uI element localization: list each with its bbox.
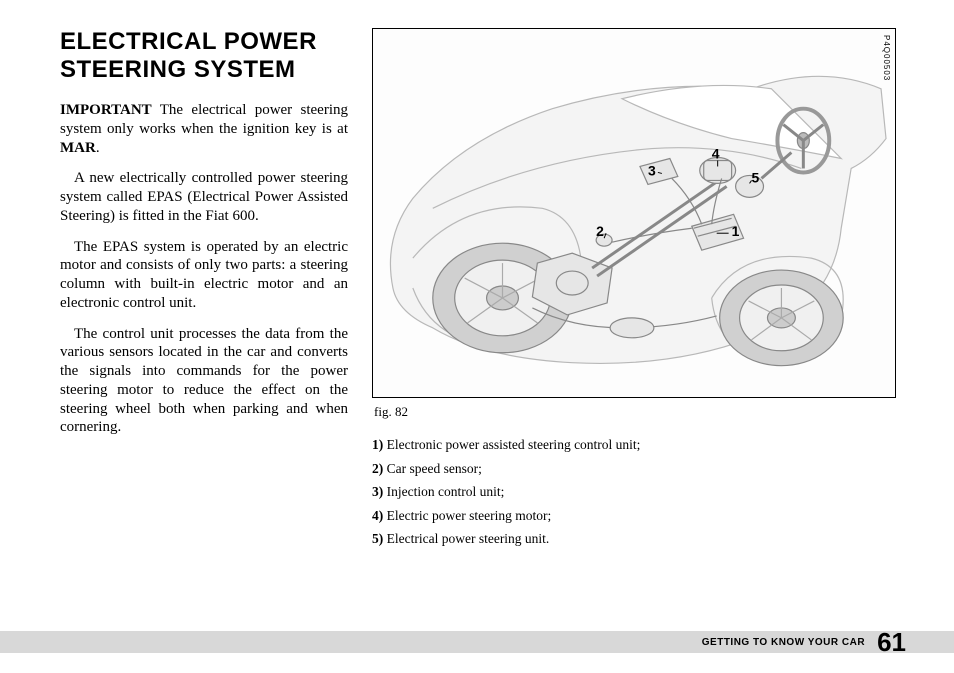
car-illustration: 1 2 3 4 5: [373, 29, 895, 398]
legend-row: 3) Injection control unit;: [372, 481, 906, 503]
p4-text: The control unit processes the data from…: [60, 326, 348, 436]
paragraph-3: The EPAS system is operated by an electr…: [60, 238, 348, 313]
figure-box: P4Q00503: [372, 28, 896, 398]
legend-num: 2): [372, 461, 383, 476]
paragraph-important: IMPORTANT The electrical power steering …: [60, 101, 348, 157]
legend-num: 3): [372, 484, 383, 499]
callout-2: 2: [596, 223, 604, 239]
legend-row: 1) Electronic power assisted steering co…: [372, 434, 906, 456]
content-columns: ELECTRICAL POWER STEERING SYSTEM IMPORTA…: [60, 28, 906, 552]
paragraph-4: The control unit processes the data from…: [60, 325, 348, 438]
important-label: IMPORTANT: [60, 102, 152, 118]
mar-label: MAR: [60, 140, 96, 156]
legend-text: Injection control unit;: [383, 484, 504, 499]
legend-text: Electrical power steering unit.: [383, 531, 549, 546]
legend-num: 1): [372, 437, 383, 452]
paragraph-2: A new electrically controlled power stee…: [60, 169, 348, 225]
legend-row: 4) Electric power steering motor;: [372, 505, 906, 527]
legend-text: Car speed sensor;: [383, 461, 482, 476]
figure-caption: fig. 82: [374, 404, 906, 420]
p1-end: .: [96, 140, 100, 156]
figure-legend: 1) Electronic power assisted steering co…: [372, 434, 906, 550]
p2-text: A new electrically controlled power stee…: [60, 170, 348, 224]
left-column: ELECTRICAL POWER STEERING SYSTEM IMPORTA…: [60, 28, 348, 552]
legend-text: Electronic power assisted steering contr…: [383, 437, 640, 452]
callout-5: 5: [752, 169, 760, 185]
section-heading: ELECTRICAL POWER STEERING SYSTEM: [60, 28, 348, 83]
footer: GETTING TO KNOW YOUR CAR 61: [702, 631, 906, 653]
legend-text: Electric power steering motor;: [383, 508, 551, 523]
page: ELECTRICAL POWER STEERING SYSTEM IMPORTA…: [0, 0, 954, 673]
right-column: P4Q00503: [372, 28, 906, 552]
legend-num: 5): [372, 531, 383, 546]
footer-section-label: GETTING TO KNOW YOUR CAR: [702, 637, 865, 648]
callout-3: 3: [648, 162, 656, 178]
legend-num: 4): [372, 508, 383, 523]
callout-1: 1: [732, 223, 740, 239]
callout-4: 4: [712, 146, 720, 162]
legend-row: 5) Electrical power steering unit.: [372, 528, 906, 550]
page-number: 61: [877, 631, 906, 653]
p3-text: The EPAS system is operated by an electr…: [60, 239, 348, 311]
legend-row: 2) Car speed sensor;: [372, 458, 906, 480]
